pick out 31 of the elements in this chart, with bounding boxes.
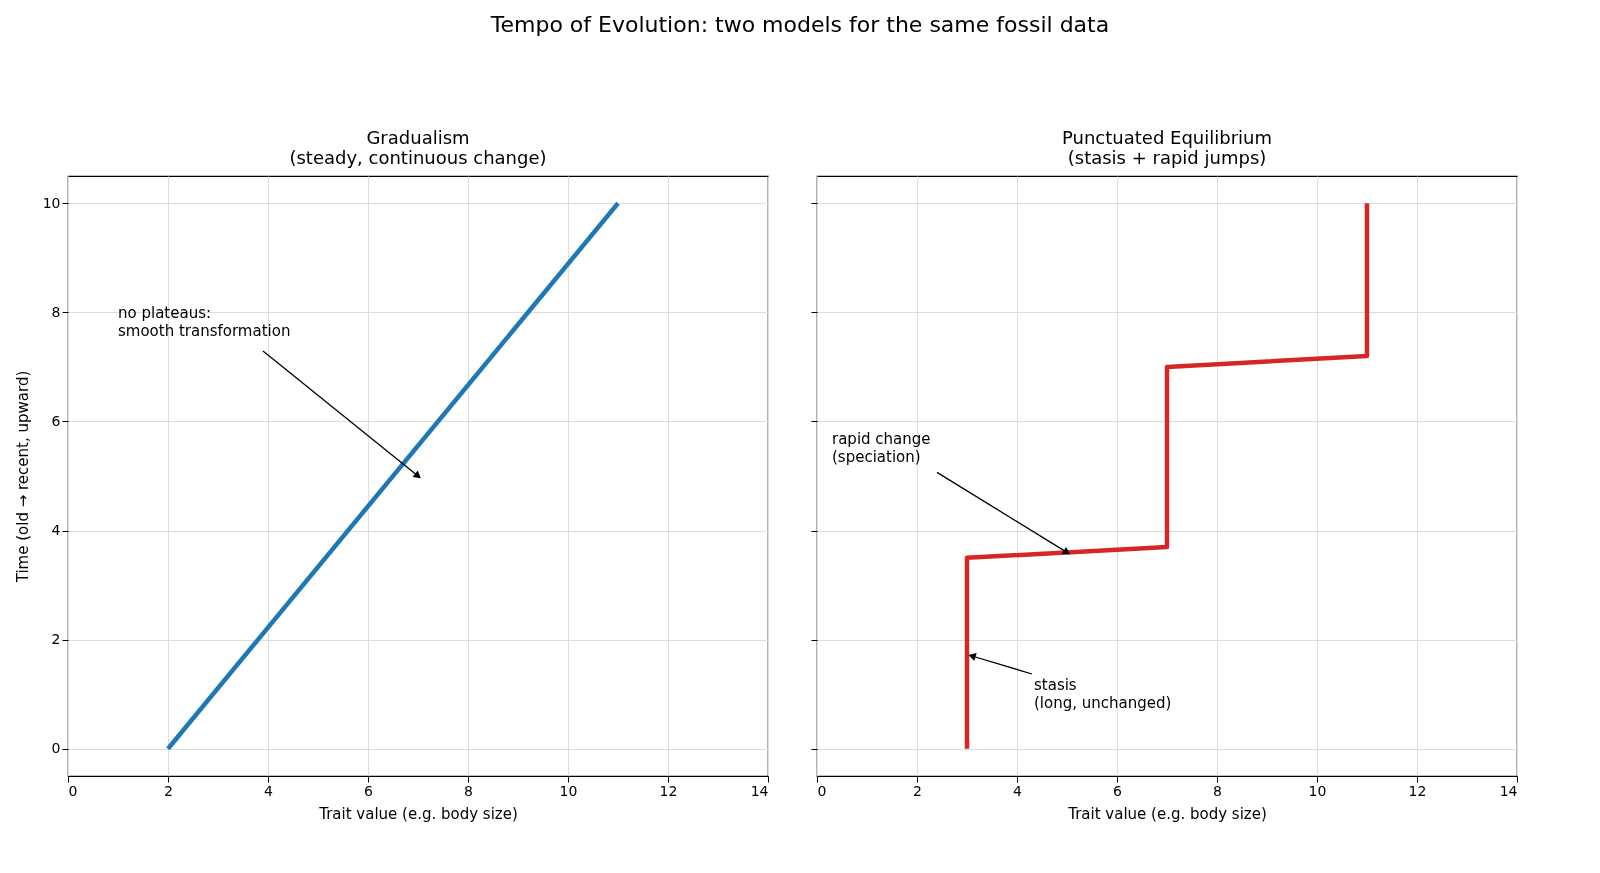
x-tick-label: 14 <box>750 782 769 799</box>
x-tick-label: 6 <box>364 782 374 799</box>
text: Tempo of Evolution: two models for the same fossil data <box>489 12 1111 37</box>
x-axis-title: Trait value (e.g. body size) <box>1067 804 1267 823</box>
chart-title: Gradualism (steady, continuous change) <box>289 127 547 168</box>
annotation: stasis (long, unchanged) <box>1034 676 1172 712</box>
x-tick-label: 8 <box>1213 782 1222 799</box>
y-tick-label: 6 <box>51 412 61 429</box>
x-tick-label: 10 <box>559 782 578 799</box>
x-tick-label: 0 <box>68 782 78 799</box>
x-tick-label: 6 <box>1113 782 1123 799</box>
x-axis-title: Trait value (e.g. body size) <box>318 804 518 823</box>
y-tick-label: 10 <box>42 194 61 211</box>
y-tick-label: 8 <box>51 303 61 320</box>
y-tick-label: 4 <box>51 522 61 539</box>
y-tick-label: 2 <box>51 631 61 648</box>
y-axis-title: Time (old → recent, upward) <box>13 370 32 584</box>
y-tick-label: 0 <box>51 740 61 757</box>
annotation: no plateaus: smooth transformation <box>118 304 291 340</box>
x-tick-label: 8 <box>464 782 473 799</box>
x-tick-label: 4 <box>1013 782 1023 799</box>
x-tick-label: 4 <box>264 782 274 799</box>
chart-title: Punctuated Equilibrium (stasis + rapid jumps) <box>1061 127 1273 168</box>
x-tick-label: 14 <box>1499 782 1518 799</box>
x-tick-label: 12 <box>1408 782 1427 799</box>
x-tick-label: 0 <box>817 782 827 799</box>
x-tick-label: 10 <box>1308 782 1327 799</box>
x-tick-label: 2 <box>913 782 922 799</box>
x-tick-label: 12 <box>659 782 678 799</box>
x-tick-label: 2 <box>164 782 173 799</box>
annotation: rapid change (speciation) <box>832 430 931 467</box>
